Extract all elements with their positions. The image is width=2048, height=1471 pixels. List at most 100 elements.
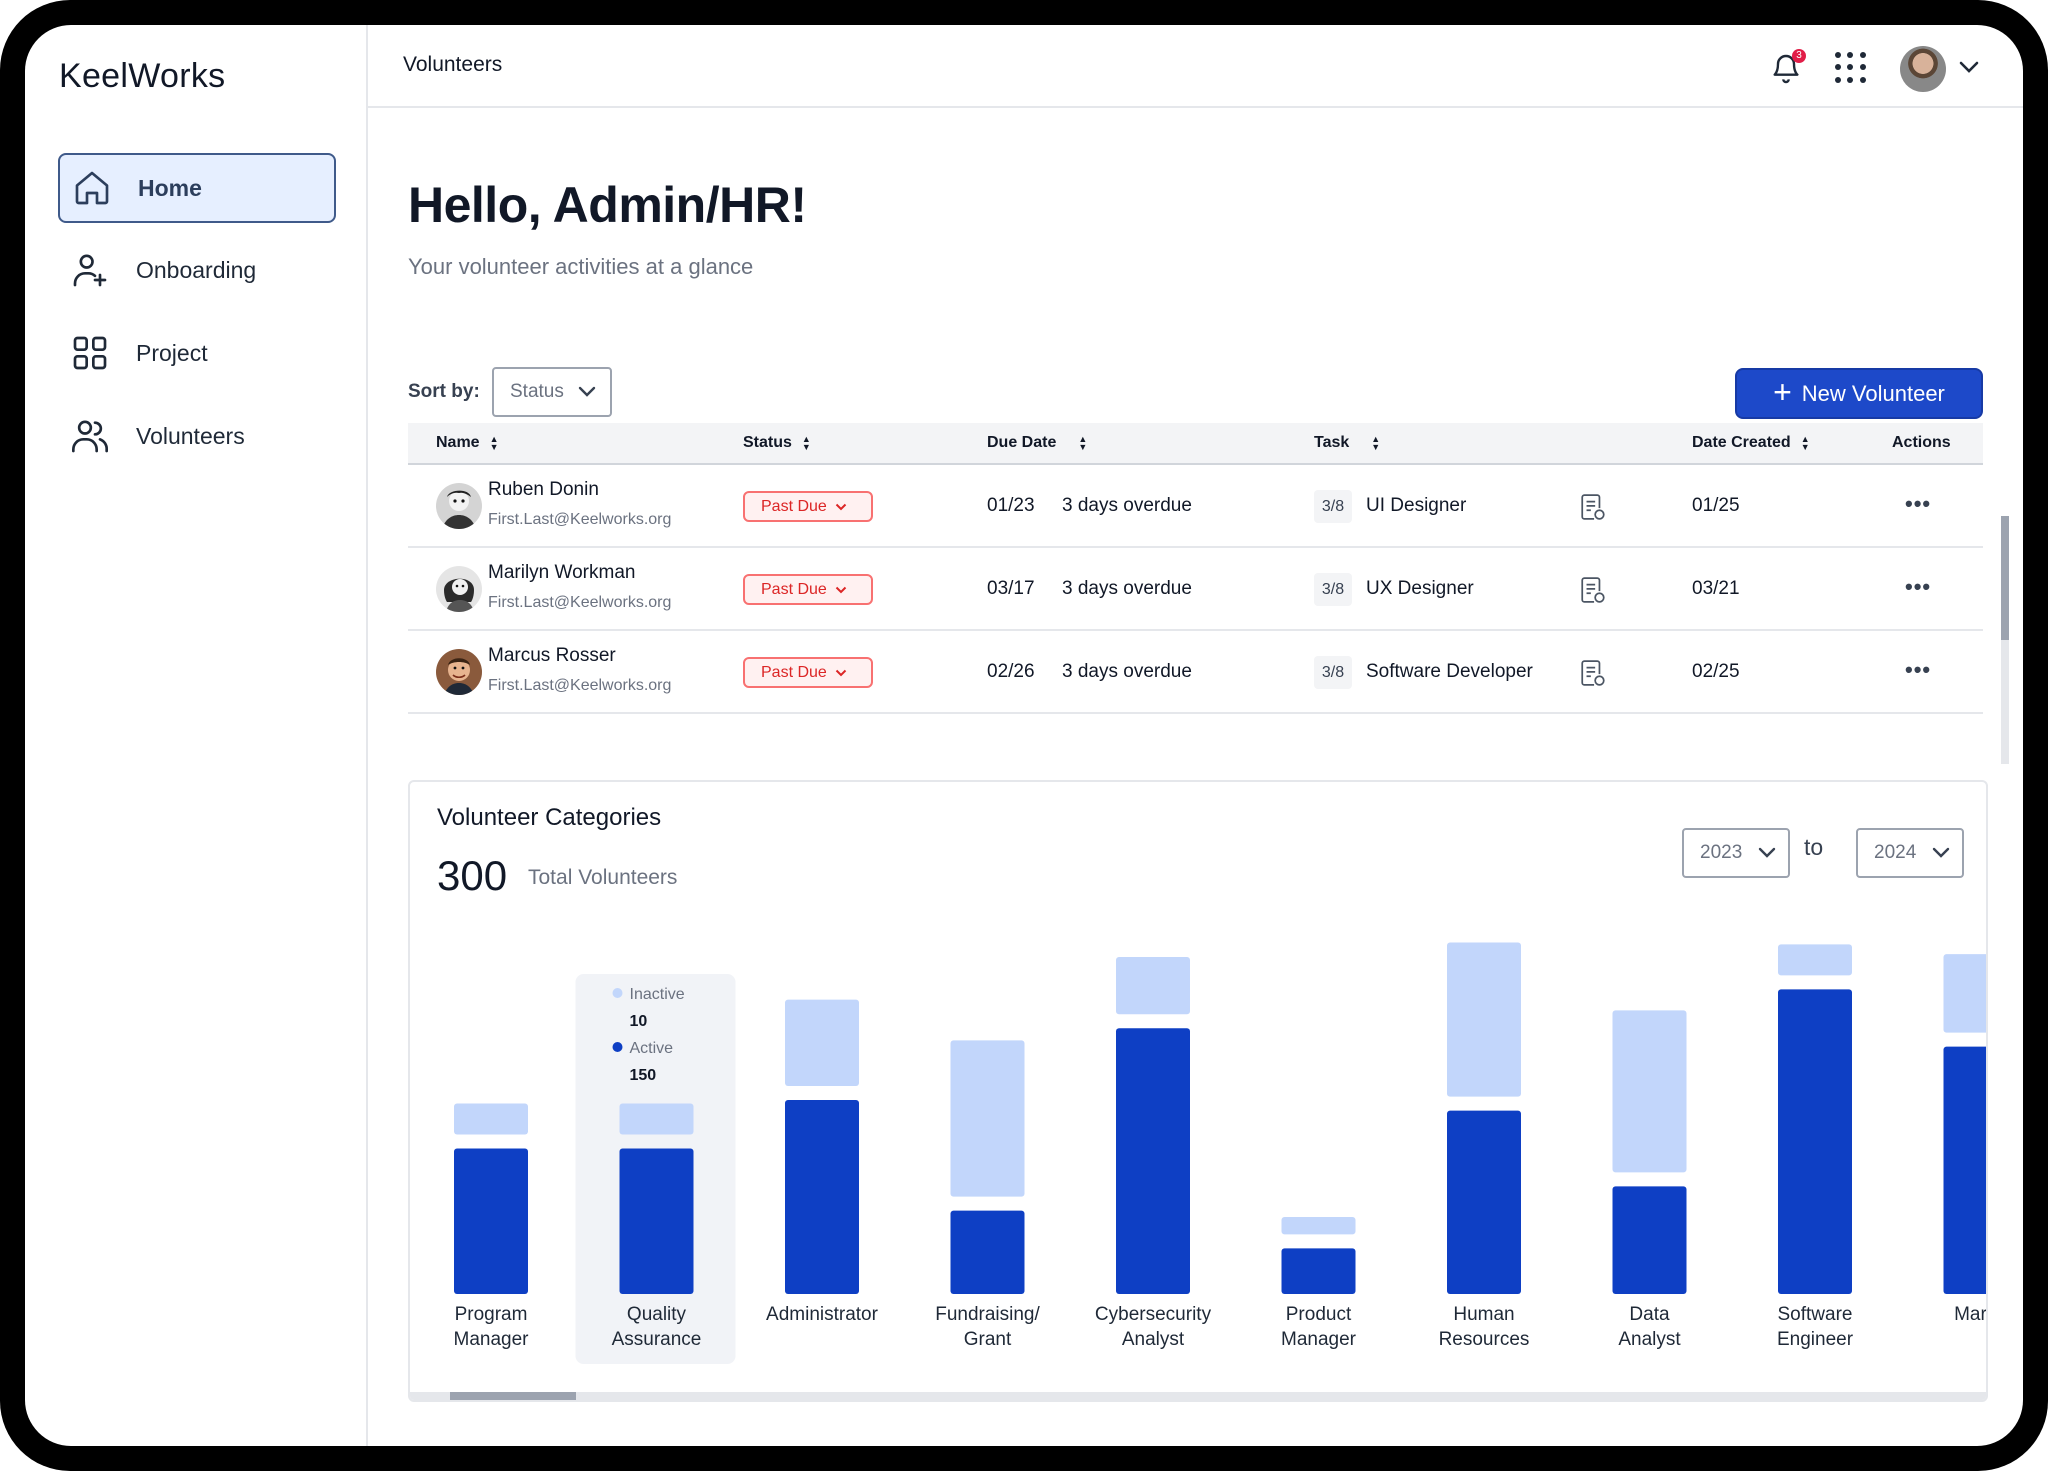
column-header-task[interactable]: Task ▲ ▼ — [1314, 434, 1380, 452]
table-scrollbar[interactable] — [2001, 516, 2009, 764]
bar-inactive — [619, 1103, 694, 1135]
table-row[interactable]: Ruben Donin First.Last@Keelworks.org Pas… — [408, 465, 1983, 548]
legend-dot-inactive — [612, 988, 623, 998]
sidebar-item-onboarding[interactable]: Onboarding — [58, 235, 336, 305]
sidebar-item-home[interactable]: Home — [58, 153, 336, 223]
volunteer-email: First.Last@Keelworks.org — [488, 677, 672, 694]
volunteer-name[interactable]: Marilyn Workman — [488, 562, 636, 583]
task-count-badge: 3/8 — [1314, 573, 1352, 606]
bar-inactive — [1943, 954, 1986, 1033]
bar-inactive — [1447, 942, 1521, 1097]
sidebar-item-project[interactable]: Project — [58, 318, 336, 388]
task-name: Software Developer — [1366, 661, 1533, 682]
chart-scrollbar-thumb[interactable] — [450, 1392, 576, 1400]
table-scrollbar-thumb[interactable] — [2001, 516, 2009, 640]
sort-arrows-icon: ▲ ▼ — [1371, 434, 1381, 452]
tooltip-inactive-value: 10 — [630, 1013, 648, 1030]
card-title: Volunteer Categories — [437, 804, 662, 831]
chevron-down-icon[interactable] — [1958, 59, 1980, 75]
task-count-badge: 3/8 — [1314, 656, 1352, 689]
chevron-down-icon — [1758, 847, 1776, 858]
bar-inactive — [785, 999, 859, 1086]
bar-active — [1447, 1110, 1521, 1294]
sort-arrows-icon: ▲ ▼ — [801, 434, 811, 452]
bar-active — [1778, 989, 1852, 1294]
status-label: Past Due — [761, 497, 827, 515]
more-actions-icon[interactable]: ••• — [1905, 574, 1932, 599]
bar-active — [1612, 1186, 1687, 1294]
status-dropdown[interactable]: Past Due — [743, 491, 873, 522]
volunteer-name[interactable]: Marcus Rosser — [488, 645, 616, 666]
column-header-actions: Actions — [1892, 434, 1951, 452]
notification-bell-icon[interactable]: 3 — [1770, 49, 1806, 87]
tooltip-active-value: 150 — [630, 1067, 657, 1084]
sort-label: Sort by: — [408, 381, 480, 402]
bar-inactive — [454, 1103, 528, 1135]
volunteer-categories-card: Volunteer Categories 300 Total Volunteer… — [408, 780, 1988, 1402]
bar-inactive — [1778, 944, 1852, 976]
year-to-value: 2024 — [1874, 842, 1917, 863]
column-header-due-date[interactable]: Due Date ▲ ▼ — [987, 434, 1087, 452]
overdue-text: 3 days overdue — [1062, 578, 1192, 599]
category-label: Cybersecurity — [1095, 1304, 1212, 1325]
sort-value: Status — [510, 381, 564, 402]
sort-dropdown[interactable]: Status — [492, 367, 612, 417]
year-to-dropdown[interactable]: 2024 — [1856, 828, 1964, 878]
category-label: Manager — [1281, 1329, 1357, 1350]
bar-active — [1943, 1046, 1986, 1294]
due-date: 02/26 — [987, 661, 1035, 682]
header-label: Status — [743, 434, 792, 451]
apps-grid-icon[interactable] — [1835, 52, 1867, 84]
column-header-date-created[interactable]: Date Created ▲ ▼ — [1692, 434, 1810, 452]
volunteer-name[interactable]: Ruben Donin — [488, 479, 599, 500]
sidebar-item-volunteers[interactable]: Volunteers — [58, 401, 336, 471]
table-row[interactable]: Marilyn Workman First.Last@Keelworks.org… — [408, 548, 1983, 631]
status-dropdown[interactable]: Past Due — [743, 574, 873, 605]
chart-scrollbar-track[interactable] — [410, 1392, 1986, 1400]
category-label: Data — [1629, 1304, 1670, 1325]
avatar — [436, 566, 482, 612]
user-avatar[interactable] — [1900, 46, 1946, 92]
more-actions-icon[interactable]: ••• — [1905, 491, 1932, 516]
page-subtitle: Your volunteer activities at a glance — [408, 254, 754, 279]
column-header-name[interactable]: Name ▲ ▼ — [436, 434, 499, 452]
task-name: UI Designer — [1366, 495, 1467, 516]
column-header-status[interactable]: Status ▲ ▼ — [743, 434, 811, 452]
table-row[interactable]: Marcus Rosser First.Last@Keelworks.org P… — [408, 631, 1983, 714]
user-plus-icon — [68, 248, 112, 292]
tooltip-inactive-label: Inactive — [630, 986, 685, 1003]
new-volunteer-label: New Volunteer — [1801, 380, 1945, 406]
status-dropdown[interactable]: Past Due — [743, 657, 873, 688]
status-label: Past Due — [761, 580, 827, 598]
task-count-badge: 3/8 — [1314, 490, 1352, 523]
total-volunteers-count: 300 — [437, 852, 508, 899]
date-range-separator: to — [1804, 834, 1824, 860]
status-label: Past Due — [761, 663, 827, 681]
header-label: Task — [1314, 434, 1350, 451]
category-label: Fundraising/ — [935, 1304, 1040, 1325]
document-icon[interactable] — [1580, 493, 1606, 521]
new-volunteer-button[interactable]: + New Volunteer — [1735, 368, 1983, 419]
bar-inactive — [1612, 1010, 1687, 1173]
document-icon[interactable] — [1580, 576, 1606, 604]
volunteer-categories-chart: Program Manager Quality Assurance Administra… — [454, 942, 1986, 1364]
more-actions-icon[interactable]: ••• — [1905, 657, 1932, 682]
bar-active — [950, 1210, 1025, 1294]
category-label: Engineer — [1777, 1329, 1854, 1350]
bar-active — [454, 1148, 528, 1294]
sidebar-item-label: Project — [136, 339, 208, 366]
year-from-dropdown[interactable]: 2023 — [1682, 828, 1790, 878]
overdue-text: 3 days overdue — [1062, 661, 1192, 682]
document-icon[interactable] — [1580, 659, 1606, 687]
sort-arrows-icon: ▲ ▼ — [1800, 434, 1810, 452]
plus-icon: + — [1773, 374, 1792, 410]
category-label: Quality — [627, 1304, 687, 1325]
grid-icon — [68, 331, 112, 375]
tooltip-active-label: Active — [630, 1040, 674, 1057]
home-icon — [70, 166, 114, 210]
chevron-down-icon — [1932, 847, 1950, 858]
volunteer-email: First.Last@Keelworks.org — [488, 511, 672, 528]
date-created: 03/21 — [1692, 578, 1740, 599]
volunteer-email: First.Last@Keelworks.org — [488, 594, 672, 611]
